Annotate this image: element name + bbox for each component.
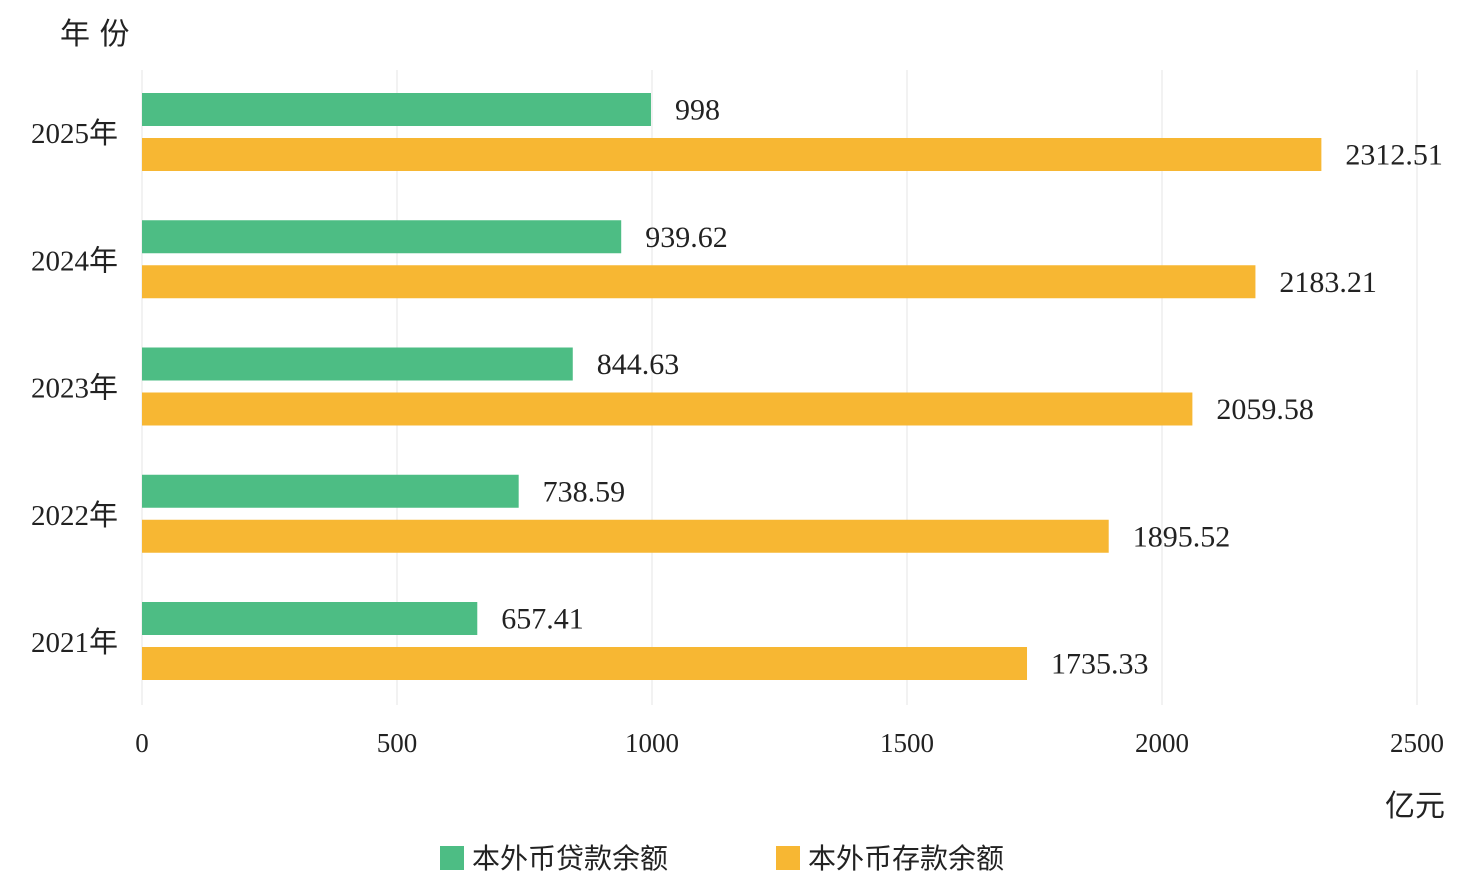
bar [142,519,1109,553]
category-label: 2025年 [31,117,118,150]
x-tick-label: 0 [135,728,149,758]
value-label: 1735.33 [1051,648,1149,681]
gridlines [141,70,1418,705]
category-label: 2023年 [31,372,118,405]
value-label: 738.59 [543,475,626,508]
bar [142,392,1193,426]
value-label: 2059.58 [1216,393,1314,426]
legend: 本外币贷款余额 本外币存款余额 [440,842,1004,875]
value-label: 2183.21 [1279,266,1377,299]
category-label: 2024年 [31,244,118,277]
bar [142,474,519,508]
bar [142,265,1256,299]
legend-swatch [440,846,464,870]
category-label: 2021年 [31,626,118,659]
x-tick-label: 1000 [625,728,679,758]
value-labels: 998 2312.51 939.62 2183.21 844.63 2059.58 738.… [501,94,1443,681]
bars [142,93,1322,680]
legend-label: 本外币贷款余额 [472,842,668,875]
bar [142,138,1322,171]
x-tick-label: 2500 [1390,728,1444,758]
legend-swatch [776,846,800,870]
x-tick-labels: 0 500 1000 1500 2000 2500 [135,728,1444,758]
category-label: 2022年 [31,499,118,532]
bar [142,220,622,254]
legend-label: 本外币存款余额 [808,842,1004,875]
y-axis-label: 年 份 [60,17,130,52]
x-axis-label: 亿元 [1385,789,1445,824]
value-label: 2312.51 [1345,139,1443,172]
value-label: 939.62 [645,221,728,254]
value-label: 998 [675,94,720,127]
x-tick-label: 1500 [880,728,934,758]
x-tick-label: 500 [377,728,418,758]
bar [142,647,1028,680]
value-label: 657.41 [501,603,584,636]
bar [142,602,478,635]
x-tick-label: 2000 [1135,728,1189,758]
bar [142,93,651,126]
value-label: 1895.52 [1133,520,1231,553]
bar [142,347,573,381]
category-labels: 2025年 2024年 2023年 2022年 2021年 [31,117,118,659]
value-label: 844.63 [597,348,680,381]
